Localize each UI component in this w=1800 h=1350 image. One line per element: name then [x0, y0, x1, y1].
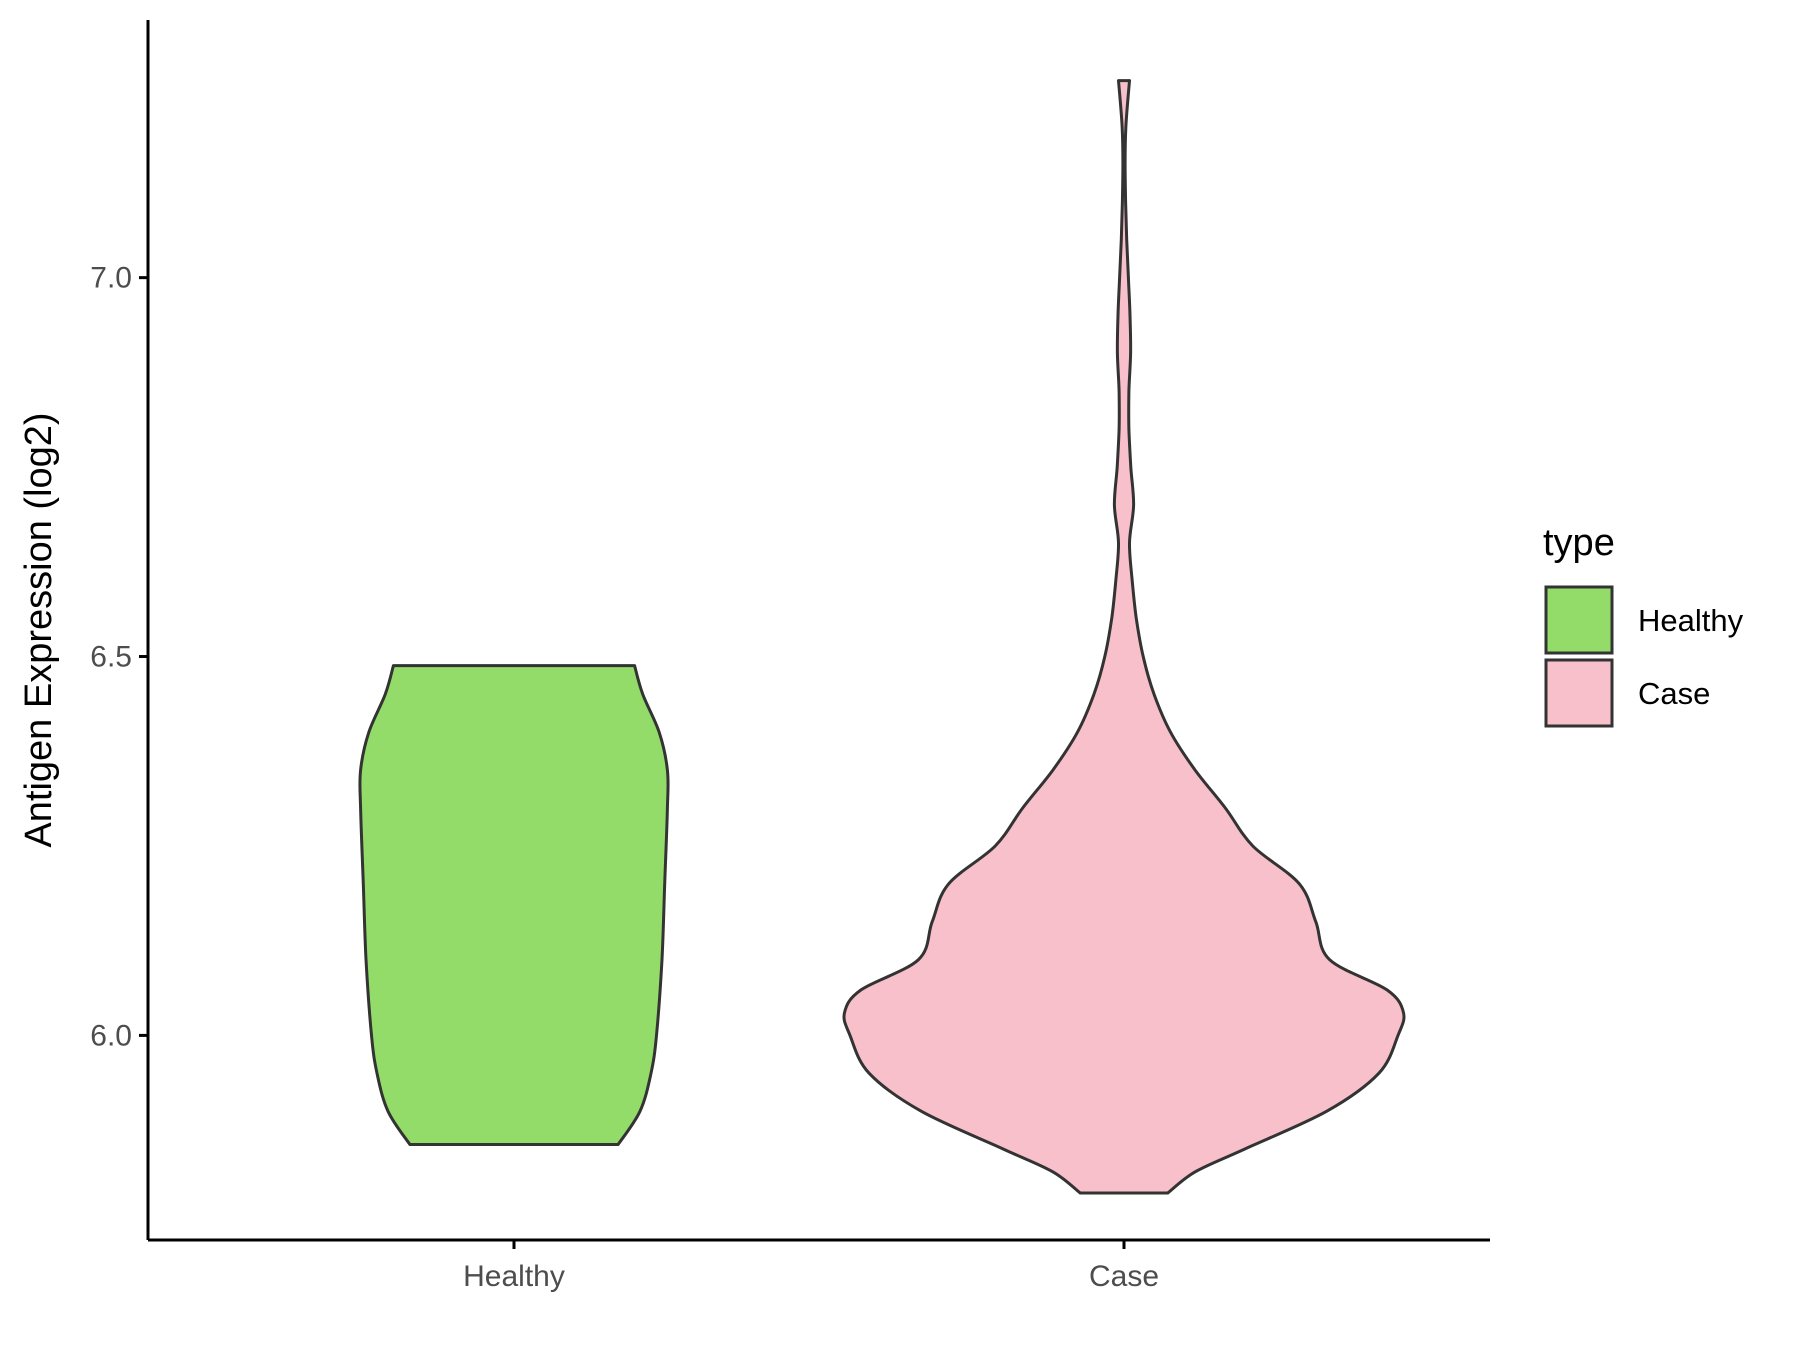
y-tick-label: 7.0	[90, 262, 132, 295]
x-tick-label: Healthy	[463, 1260, 565, 1293]
y-axis-ticks: 6.0 6.5 7.0	[90, 262, 148, 1052]
y-tick-label: 6.5	[90, 641, 132, 674]
legend: type Healthy Case	[1543, 522, 1744, 728]
violin-layer	[358, 79, 1406, 1195]
violin-healthy	[358, 664, 670, 1146]
violin-case	[842, 79, 1406, 1195]
legend-swatch-case	[1544, 658, 1614, 728]
legend-label-case: Case	[1638, 676, 1710, 711]
y-axis-title: Antigen Expression (log2)	[18, 412, 60, 847]
legend-label-healthy: Healthy	[1638, 603, 1744, 638]
x-tick-label: Case	[1089, 1260, 1159, 1293]
legend-title: type	[1543, 522, 1615, 564]
y-tick-label: 6.0	[90, 1019, 132, 1052]
legend-swatch-healthy	[1544, 585, 1614, 655]
x-axis-ticks: Healthy Case	[463, 1240, 1159, 1293]
